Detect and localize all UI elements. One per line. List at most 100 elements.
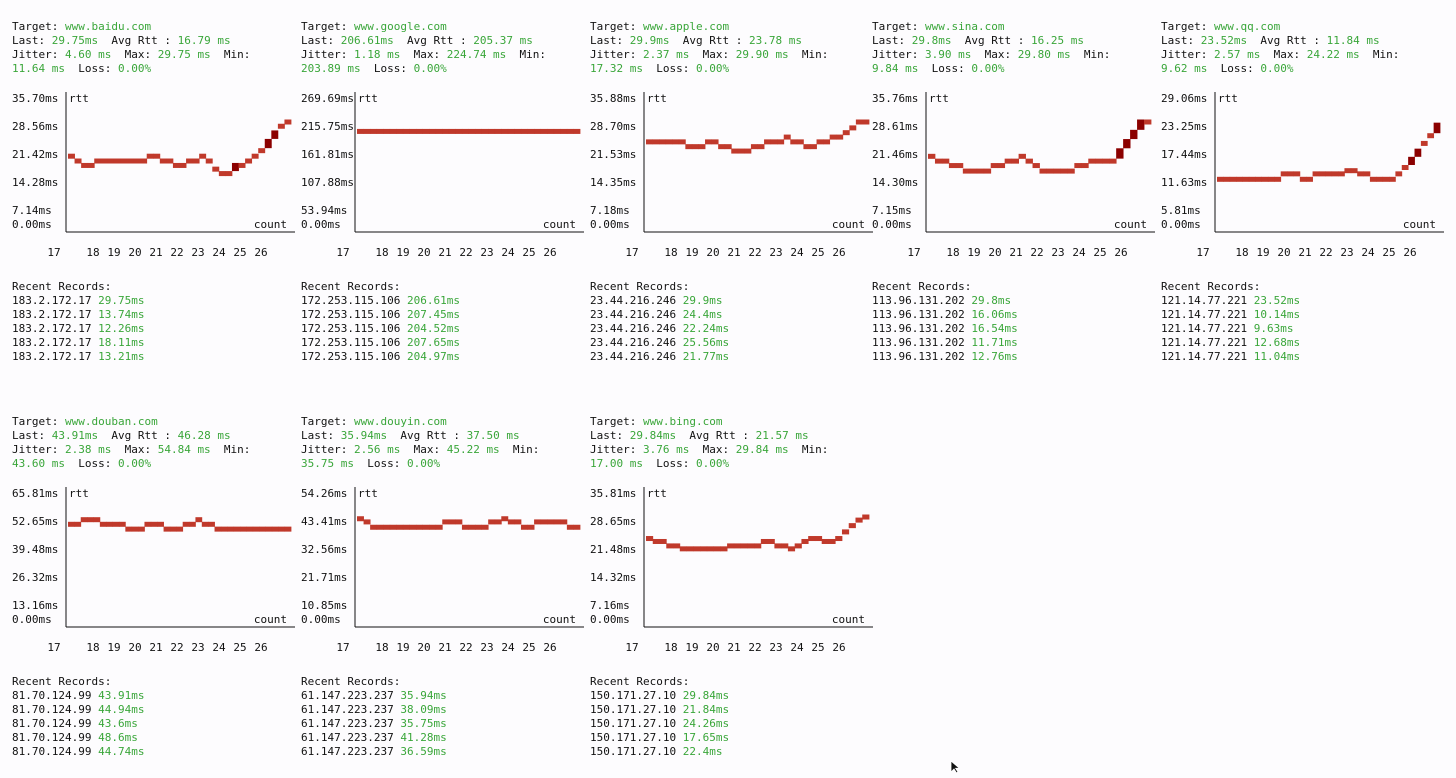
rtt-point bbox=[770, 139, 778, 145]
rtt-point bbox=[841, 529, 850, 535]
rtt-chart: 29.06ms 23.25ms 17.44ms 11.63ms 5.81ms 0.00ms… bbox=[1161, 92, 1446, 266]
rtt-point bbox=[1229, 176, 1237, 182]
record-ip: 150.171.27.10 bbox=[590, 717, 677, 730]
record-rtt: 9.63ms bbox=[1253, 322, 1294, 335]
record-row: 183.2.172.17 13.74ms bbox=[12, 308, 297, 322]
rtt-point bbox=[573, 524, 581, 530]
x-tick-label: 21 bbox=[149, 246, 162, 259]
y-tick-label: 21.71ms bbox=[301, 571, 347, 584]
rtt-point bbox=[1299, 176, 1307, 182]
rtt-point bbox=[1414, 148, 1422, 157]
record-row: 183.2.172.17 13.21ms bbox=[12, 350, 297, 364]
rtt-point bbox=[435, 128, 443, 134]
rtt-point bbox=[1109, 158, 1117, 164]
record-rtt: 29.8ms bbox=[971, 294, 1012, 307]
rtt-point bbox=[835, 536, 843, 542]
jitter-max-line: Jitter: 2.56 ms Max: 45.22 ms Min: bbox=[301, 443, 586, 457]
rtt-point bbox=[363, 519, 371, 525]
min-label: Min: bbox=[1070, 48, 1111, 61]
loss-label: Loss: bbox=[1207, 62, 1261, 75]
record-row: 121.14.77.221 10.14ms bbox=[1161, 308, 1446, 322]
x-tick-label: 17 bbox=[336, 246, 349, 259]
x-tick-label: 21 bbox=[1009, 246, 1022, 259]
rtt-point bbox=[803, 144, 811, 150]
y-tick-label: 161.81ms bbox=[301, 148, 354, 161]
rtt-point bbox=[150, 521, 158, 527]
rtt-point bbox=[829, 134, 837, 140]
recent-records-title: Recent Records: bbox=[12, 280, 112, 293]
rtt-point bbox=[1433, 122, 1441, 134]
rtt-point bbox=[828, 538, 836, 544]
avg-rtt-label: Avg Rtt : bbox=[98, 34, 178, 47]
rtt-point bbox=[1088, 158, 1096, 164]
rtt-point bbox=[718, 144, 726, 150]
min-loss-line: 9.62 ms Loss: 0.00% bbox=[1161, 62, 1446, 76]
y-tick-label: 26.32ms bbox=[12, 571, 58, 584]
target-label: Target: bbox=[1161, 20, 1214, 33]
x-tick-label: 25 bbox=[1093, 246, 1106, 259]
rtt-point bbox=[227, 526, 235, 532]
record-rtt: 22.4ms bbox=[682, 745, 723, 758]
rtt-point bbox=[208, 521, 215, 527]
max-value: 224.74 ms bbox=[446, 48, 507, 61]
record-row: 81.70.124.99 48.6ms bbox=[12, 731, 297, 745]
rtt-point bbox=[225, 171, 233, 177]
jitter-max-line: Jitter: 3.76 ms Max: 29.84 ms Min: bbox=[590, 443, 875, 457]
rtt-point bbox=[258, 148, 266, 154]
x-tick-label: 25 bbox=[233, 246, 246, 259]
rtt-point bbox=[435, 524, 443, 530]
x-tick-label: 26 bbox=[832, 641, 845, 654]
rtt-point bbox=[1331, 171, 1339, 177]
record-rtt: 21.84ms bbox=[682, 703, 730, 716]
x-tick-label: 21 bbox=[727, 246, 740, 259]
y-tick-label: 5.81ms bbox=[1161, 204, 1201, 217]
max-label: Max: bbox=[689, 443, 736, 456]
record-rtt: 16.54ms bbox=[971, 322, 1018, 335]
x-tick-label: 22 bbox=[459, 641, 472, 654]
avg-rtt-value: 21.57 ms bbox=[755, 429, 809, 442]
x-tick-label: 25 bbox=[522, 641, 535, 654]
rtt-chart: 35.81ms 28.65ms 21.48ms 14.32ms 7.16ms 0.00ms… bbox=[590, 487, 875, 661]
record-rtt: 12.76ms bbox=[971, 350, 1018, 363]
record-ip: 61.147.223.237 bbox=[301, 731, 394, 744]
rtt-point bbox=[68, 153, 75, 159]
rtt-point bbox=[808, 536, 816, 542]
rtt-point bbox=[81, 162, 89, 168]
rtt-point bbox=[461, 524, 469, 530]
record-rtt: 25.56ms bbox=[682, 336, 730, 349]
rtt-point bbox=[507, 128, 515, 134]
rtt-point bbox=[1053, 168, 1061, 174]
x-tick-label: 26 bbox=[1114, 246, 1127, 259]
rtt-point bbox=[159, 158, 167, 164]
rtt-chart-svg: 29.06ms 23.25ms 17.44ms 11.63ms 5.81ms0.00ms… bbox=[1161, 92, 1444, 259]
x-tick-label: 20 bbox=[417, 246, 430, 259]
record-ip: 23.44.216.246 bbox=[590, 336, 677, 349]
record-rtt: 12.68ms bbox=[1253, 336, 1301, 349]
rtt-point bbox=[1236, 176, 1243, 182]
last-label: Last: bbox=[301, 429, 341, 442]
rtt-point bbox=[501, 516, 509, 522]
x-tick-label: 22 bbox=[1319, 246, 1332, 259]
loss-value: 0.00% bbox=[117, 62, 152, 75]
rtt-point bbox=[1395, 171, 1403, 177]
recent-records-title: Recent Records: bbox=[12, 675, 112, 688]
last-label: Last: bbox=[590, 34, 630, 47]
y-tick-label: 11.63ms bbox=[1161, 176, 1207, 189]
rtt-point bbox=[87, 517, 94, 523]
loss-value: 0.00% bbox=[413, 62, 447, 75]
rtt-point bbox=[163, 526, 171, 532]
target-label: Target: bbox=[590, 20, 643, 33]
x-tick-label: 18 bbox=[375, 641, 388, 654]
rtt-point bbox=[997, 163, 1006, 169]
x-tick-label: 17 bbox=[907, 246, 920, 259]
rtt-point bbox=[733, 543, 742, 549]
rtt-point bbox=[821, 538, 829, 544]
y-tick-label: 14.28ms bbox=[12, 176, 58, 189]
rtt-axis-label: rtt bbox=[647, 487, 667, 500]
record-rtt: 43.6ms bbox=[98, 717, 138, 730]
record-ip: 183.2.172.17 bbox=[12, 308, 92, 321]
avg-rtt-label: Avg Rtt : bbox=[98, 429, 178, 442]
x-tick-label: 23 bbox=[1051, 246, 1064, 259]
record-row: 121.14.77.221 9.63ms bbox=[1161, 322, 1446, 336]
rtt-point bbox=[836, 134, 844, 140]
